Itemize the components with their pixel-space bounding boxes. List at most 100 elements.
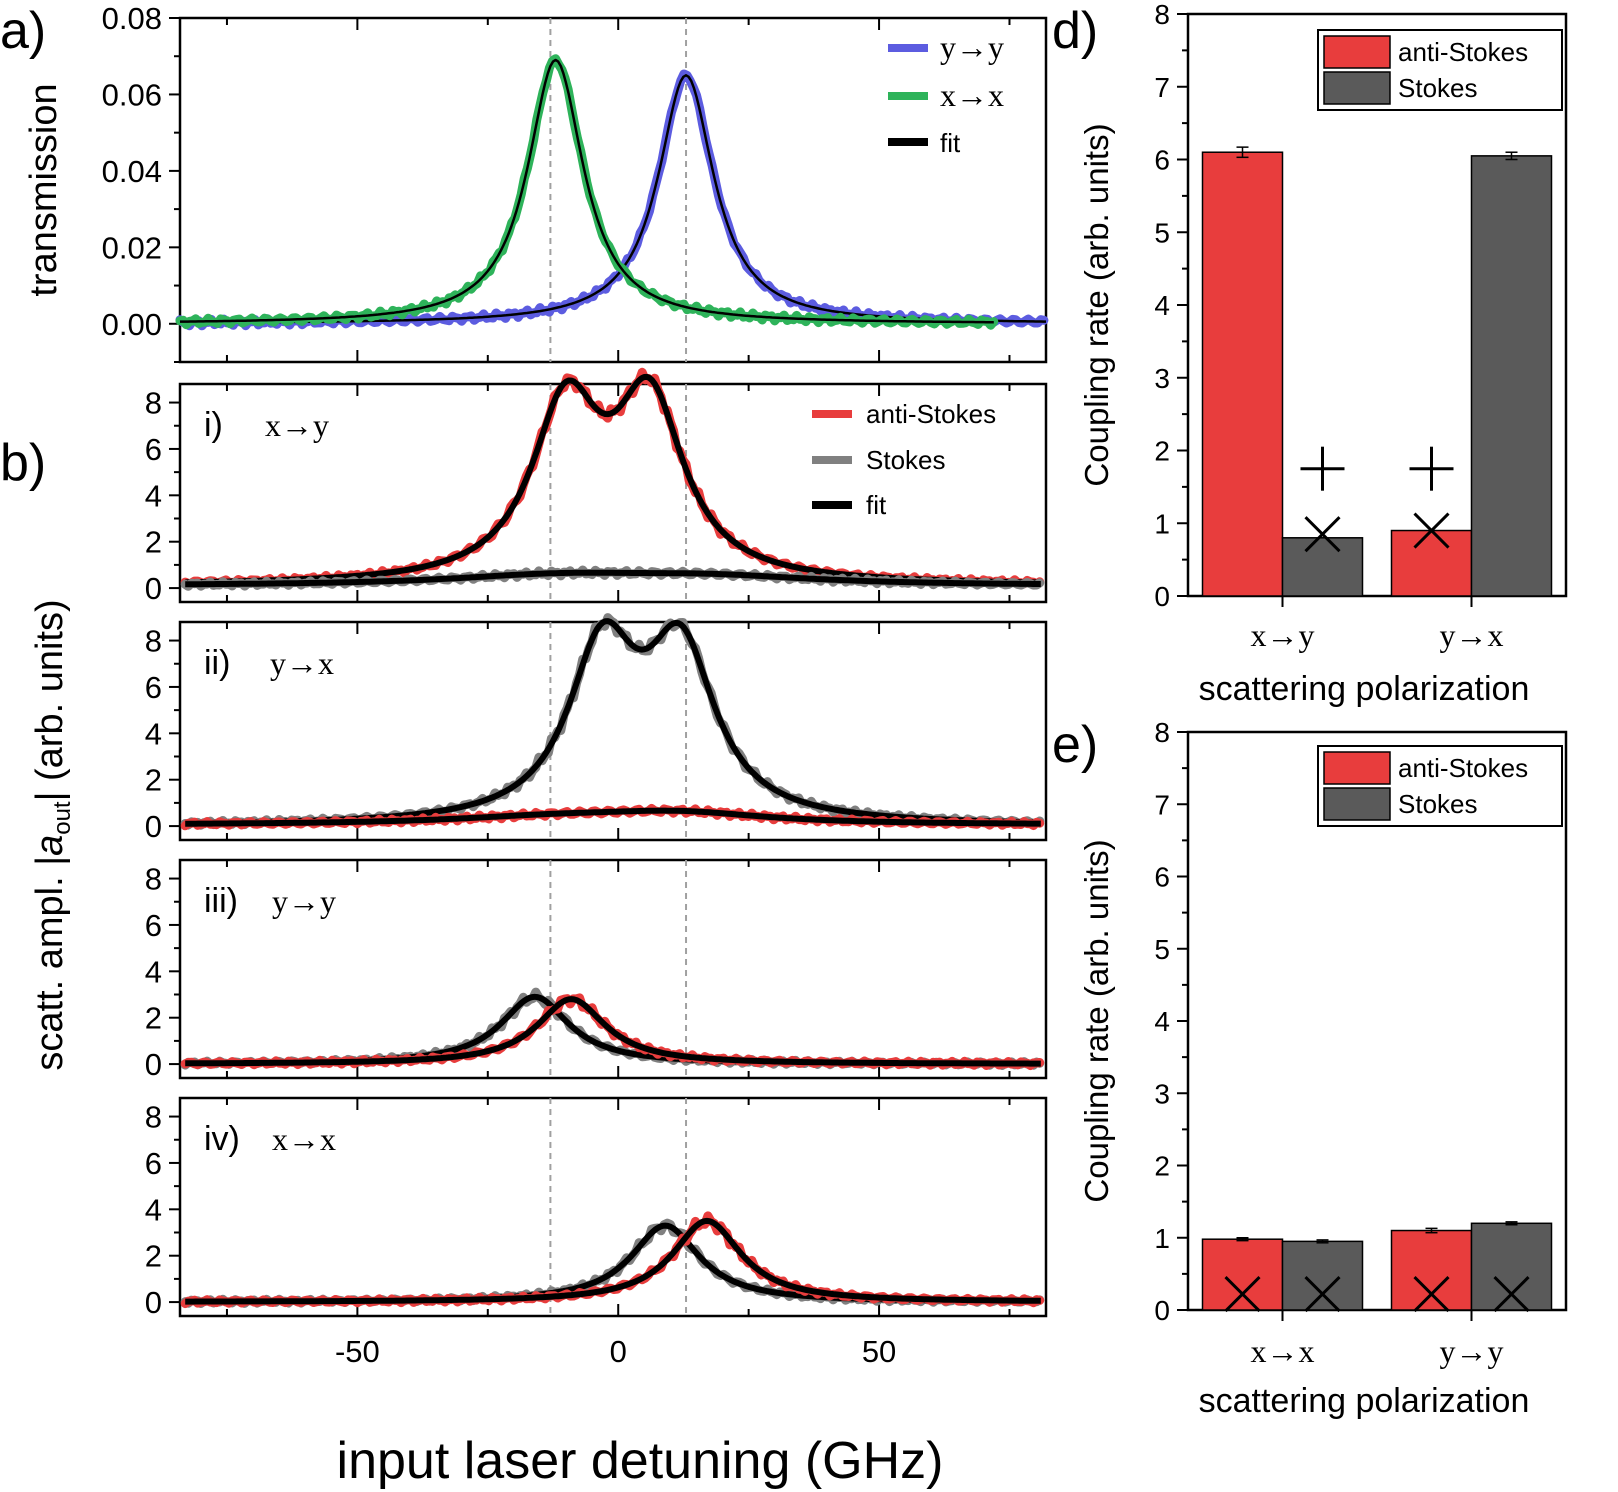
y-axis-label-d: Coupling rate (arb. units): [1078, 123, 1115, 486]
fit-line-stokes-b-i: [184, 569, 1042, 588]
legend-label-e-0: anti-Stokes: [1398, 753, 1528, 783]
panel-d: 0 1 2 3 4 5 6 7 8 x→y y→x anti-Stokes Stokes d) Coupli…: [1052, 0, 1568, 708]
subplot-d: 0 1 2 3 4 5 6 7 8 x→y y→x anti-Stokes Stokes d) Coupli…: [1052, 0, 1568, 708]
y-tick-label-b-i: 4: [145, 478, 162, 513]
marker-cross-e-1: [1304, 1276, 1341, 1313]
y-tick-label-d: 4: [1154, 290, 1170, 321]
marker-cross-e-3: [1493, 1276, 1530, 1313]
y-axis-label-e: Coupling rate (arb. units): [1078, 839, 1115, 1202]
y-tick-label-b-ii: 2: [145, 763, 162, 798]
panel-label-a: a): [0, 2, 46, 60]
bar-anti-stokes-d-1: [1390, 529, 1473, 597]
legend-label-e-1: Stokes: [1398, 789, 1478, 819]
y-tick-label-d: 3: [1154, 363, 1170, 394]
b-y-axis-label: scatt. ampl. |aout| (arb. units): [29, 599, 76, 1070]
fit-line-anti-stokes-b-iv: [184, 1217, 1042, 1305]
figure-labels: input laser detuning (GHz) scatt. ampl. …: [0, 434, 943, 1490]
legend-label-b-0: anti-Stokes: [866, 399, 996, 429]
marker-cross-e-2: [1413, 1276, 1450, 1313]
y-tick-label-b-iii: 8: [145, 862, 162, 897]
subplot-b-iv: 0 2 4 6 8 -50 0 50 iv) x→x: [145, 1096, 1048, 1369]
y-tick-label-a: 0.00: [102, 307, 162, 342]
y-tick-label-d: 8: [1154, 0, 1170, 30]
y-tick-label-b-iv: 0: [145, 1285, 162, 1320]
y-tick-label-b-iv: 2: [145, 1239, 162, 1274]
x-tick-label: 0: [610, 1334, 627, 1369]
y-tick-label-b-iii: 4: [145, 954, 162, 989]
plot-frame-b-i: [178, 382, 1048, 604]
legend-d: anti-Stokes Stokes: [1317, 29, 1563, 111]
bar-anti-stokes-e-1: [1390, 1229, 1473, 1311]
y-tick-label-b-ii: 0: [145, 809, 162, 844]
y-tick-label-d: 5: [1154, 217, 1170, 248]
y-tick-label-b-iv: 8: [145, 1100, 162, 1135]
bar-stokes-d-1: [1470, 155, 1553, 597]
legend-label-a-1: x→x: [940, 77, 1004, 113]
y-tick-label-a: 0.06: [102, 77, 162, 112]
y-tick-label-a: 0.02: [102, 230, 162, 265]
y-tick-label-b-i: 8: [145, 386, 162, 421]
panel-b: 0 2 4 6 8 i) x→y anti-Stokes Stokes fit 0 2 4 6 8 ii) y→…: [145, 367, 1048, 1369]
y-tick-label-e: 1: [1154, 1223, 1170, 1254]
panel-label-d: d): [1052, 2, 1098, 60]
y-tick-label-b-i: 0: [145, 571, 162, 606]
plot-frame-a: [178, 16, 1048, 364]
y-tick-label-e: 7: [1154, 789, 1170, 820]
y-axis-label-a: transmission: [23, 83, 65, 296]
y-tick-label-e: 0: [1154, 1295, 1170, 1326]
fit-line-y-y-a: [180, 74, 1046, 324]
subplot-b-ii: 0 2 4 6 8 ii) y→x: [145, 613, 1048, 844]
x-tick-label: -50: [335, 1334, 380, 1369]
category-label-e: y→y: [1440, 1333, 1504, 1369]
legend-label-b-2: fit: [866, 490, 887, 520]
category-label-e: x→x: [1251, 1333, 1315, 1369]
y-tick-label-e: 5: [1154, 934, 1170, 965]
y-tick-label-b-iii: 6: [145, 908, 162, 943]
bar-stokes-d-0: [1281, 537, 1364, 597]
panel-label-e: e): [1052, 716, 1098, 774]
subplot-b-iii: 0 2 4 6 8 iii) y→y: [145, 858, 1048, 1082]
subplot-label-b-ii: ii): [204, 644, 230, 682]
y-tick-label-e: 3: [1154, 1078, 1170, 1109]
panel-label-b: b): [0, 434, 46, 492]
subplot-a: 0.00 0.02 0.04 0.06 0.08 a) transmission y→y x→x…: [0, 1, 1049, 364]
x-axis-label-e: scattering polarization: [1199, 1382, 1530, 1420]
marker-cross-d-1: [1304, 516, 1341, 553]
data-series-y-y-a: [175, 69, 1049, 331]
y-tick-label-d: 6: [1154, 145, 1170, 176]
polarization-label-b-i: x→y: [265, 407, 329, 443]
y-tick-label-e: 2: [1154, 1151, 1170, 1182]
legend-label-d-0: anti-Stokes: [1398, 37, 1528, 67]
y-tick-label-d: 1: [1154, 508, 1170, 539]
y-tick-label-b-i: 6: [145, 432, 162, 467]
marker-cross-e-0: [1224, 1276, 1261, 1313]
subplot-label-b-i: i): [204, 406, 223, 444]
subplot-label-b-iv: iv): [204, 1120, 240, 1158]
y-tick-label-b-iii: 2: [145, 1001, 162, 1036]
y-tick-label-e: 4: [1154, 1006, 1170, 1037]
x-axis-label: input laser detuning (GHz): [337, 1432, 944, 1490]
x-tick-label: 50: [862, 1334, 896, 1369]
x-axis-label-d: scattering polarization: [1199, 670, 1530, 708]
bar-stokes-e-0: [1281, 1240, 1364, 1311]
fit-line-anti-stokes-b-ii: [184, 807, 1042, 827]
category-label-d: x→y: [1251, 617, 1315, 653]
y-tick-label-d: 7: [1154, 72, 1170, 103]
polarization-label-b-iii: y→y: [272, 883, 336, 919]
legend-label-b-1: Stokes: [866, 445, 946, 475]
y-tick-label-a: 0.04: [102, 154, 162, 189]
bar-stokes-e-1: [1470, 1222, 1553, 1311]
legend-swatch-e-1: [1323, 787, 1391, 821]
panel-e: 0 1 2 3 4 5 6 7 8 x→x y→y anti-Stokes Stokes e) Coupli…: [1052, 716, 1568, 1420]
plot-frame-b-iii: [178, 858, 1048, 1080]
y-tick-label-e: 8: [1154, 717, 1170, 748]
y-tick-label-a: 0.08: [102, 1, 162, 36]
panel-a: 0.00 0.02 0.04 0.06 0.08 a) transmission y→y x→x…: [0, 1, 1049, 364]
polarization-label-b-ii: y→x: [270, 645, 334, 681]
legend-swatch-e-0: [1323, 751, 1391, 785]
legend-label-a-2: fit: [940, 128, 961, 158]
subplot-label-b-iii: iii): [204, 882, 238, 920]
legend-e: anti-Stokes Stokes: [1317, 745, 1563, 827]
fit-line-anti-stokes-b-iii: [184, 996, 1042, 1067]
y-tick-label-b-iv: 4: [145, 1192, 162, 1227]
